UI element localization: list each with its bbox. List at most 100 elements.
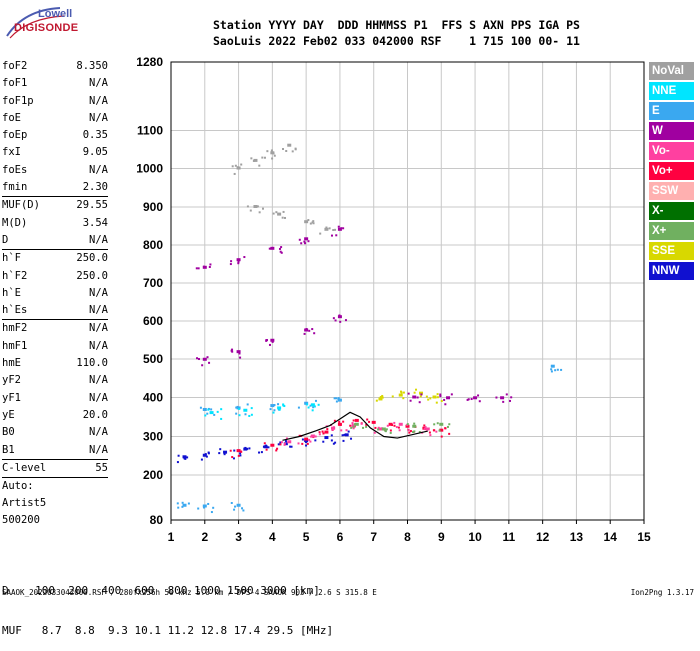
legend-item: X-	[649, 202, 694, 220]
echo-point	[366, 418, 369, 421]
echo-point	[310, 434, 315, 438]
echo-point	[407, 429, 410, 432]
param-label: hmE	[2, 357, 21, 370]
echo-point	[229, 263, 232, 266]
echo-point	[332, 442, 335, 445]
echo-point	[409, 399, 412, 402]
echo-point	[337, 397, 340, 400]
echo-point	[297, 442, 300, 445]
echo-point	[253, 158, 258, 162]
echo-point	[202, 265, 205, 268]
echo-point	[244, 413, 247, 416]
echo-point	[354, 418, 359, 422]
echo-point	[275, 449, 278, 452]
echo-point	[377, 426, 380, 429]
x-tick-label: 4	[269, 530, 276, 544]
echo-point	[267, 446, 270, 449]
echo-point	[187, 502, 190, 505]
footer-info: SAAOK_2022033042000.RSF / 280fx256h 50 k…	[2, 588, 377, 597]
echo-point	[280, 251, 283, 254]
y-tick-label: 900	[143, 200, 163, 214]
echo-point	[304, 242, 307, 245]
echo-point	[435, 430, 438, 433]
echo-point	[446, 425, 449, 428]
echo-point	[273, 404, 276, 407]
echo-point	[362, 426, 365, 429]
echo-point	[230, 501, 233, 504]
echo-point	[232, 457, 235, 460]
echo-point	[342, 227, 345, 230]
echo-point	[252, 159, 255, 162]
echo-point	[436, 422, 439, 425]
echo-point	[203, 506, 206, 509]
echo-point	[206, 356, 209, 359]
echo-point	[305, 328, 308, 331]
echo-point	[196, 357, 199, 360]
echo-point	[301, 442, 304, 445]
y-tick-label: 400	[143, 391, 163, 405]
echo-point	[270, 404, 275, 408]
echo-point	[432, 395, 437, 399]
echo-point	[238, 407, 241, 410]
echo-point	[312, 220, 315, 223]
echo-point	[279, 443, 282, 446]
echo-point	[365, 423, 368, 426]
echo-point	[374, 426, 377, 429]
header-columns: Station YYYY DAY DDD HHMMSS P1 FFS S AXN…	[213, 18, 580, 32]
echo-point	[216, 410, 219, 413]
echo-point	[338, 420, 341, 423]
echo-point	[353, 423, 356, 426]
echo-point	[439, 422, 444, 426]
echo-point	[436, 393, 439, 396]
param-row: foEs N/A	[0, 162, 110, 179]
echo-point	[253, 205, 258, 208]
echo-point	[298, 238, 301, 241]
param-row: M(D) 3.54	[0, 215, 110, 232]
param-value: N/A	[89, 286, 108, 299]
echo-point	[337, 398, 342, 402]
echo-point	[444, 403, 447, 406]
echo-point	[391, 395, 394, 398]
echo-point	[270, 246, 275, 250]
param-label: foF1	[2, 77, 28, 90]
echo-point	[439, 395, 442, 398]
echo-point	[375, 399, 378, 402]
echo-point	[314, 399, 317, 402]
echo-point	[271, 157, 274, 160]
echo-point	[334, 441, 337, 444]
echo-point	[438, 429, 441, 432]
auto-version: 500200	[2, 514, 40, 527]
echo-point	[263, 445, 268, 449]
divider	[2, 249, 108, 251]
echo-point	[209, 411, 214, 415]
param-value: 2.30	[82, 181, 108, 194]
param-value: N/A	[89, 391, 108, 404]
echo-point	[425, 395, 428, 398]
echo-point	[305, 440, 308, 443]
param-group-heights: h`F 250.0 h`F2 250.0 h`E N/A h`Es N/A	[0, 250, 110, 319]
echo-point	[268, 343, 271, 346]
echo-point	[379, 396, 382, 399]
echo-point	[236, 258, 241, 262]
param-row: h`E N/A	[0, 285, 110, 302]
param-value: N/A	[89, 304, 108, 317]
x-tick-label: 3	[235, 530, 242, 544]
param-label: D	[2, 233, 9, 246]
echo-point	[352, 425, 355, 428]
lowell-digisonde-logo: Lowell DIGISONDE	[4, 6, 78, 40]
echo-point	[337, 315, 342, 319]
echo-point	[307, 219, 310, 222]
echo-point	[306, 403, 309, 406]
echo-point	[283, 442, 288, 446]
echo-point	[332, 426, 335, 429]
echo-point	[502, 400, 505, 403]
echo-point	[283, 443, 286, 446]
echo-point	[381, 396, 384, 399]
muf-row: MUF 8.7 8.8 9.3 10.1 11.2 12.8 17.4 29.5…	[2, 624, 334, 637]
y-tick-label: 1280	[136, 55, 163, 69]
echo-point	[262, 445, 265, 448]
echo-point	[423, 428, 426, 431]
param-label: h`Es	[2, 304, 28, 317]
echo-point	[304, 220, 309, 224]
echo-point	[240, 450, 243, 453]
